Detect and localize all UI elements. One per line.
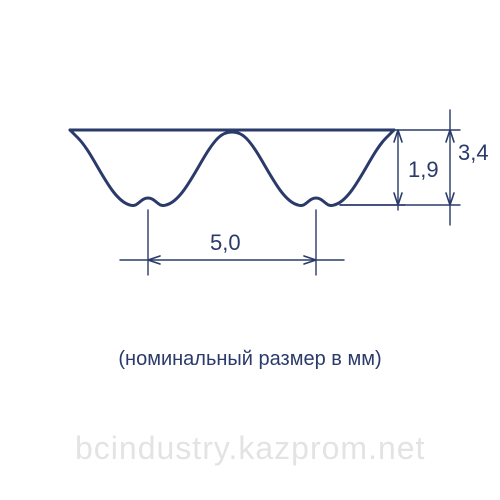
total-height-dimension-label: 3,4: [458, 140, 489, 166]
pitch-dimension-label: 5,0: [210, 230, 241, 256]
belt-profile-diagram: { "profile": { "type": "timing-belt-toot…: [0, 0, 500, 500]
diagram-svg: [0, 0, 500, 500]
caption-text: (номинальный размер в мм): [0, 348, 500, 371]
tooth-height-dimension-label: 1,9: [408, 157, 439, 183]
